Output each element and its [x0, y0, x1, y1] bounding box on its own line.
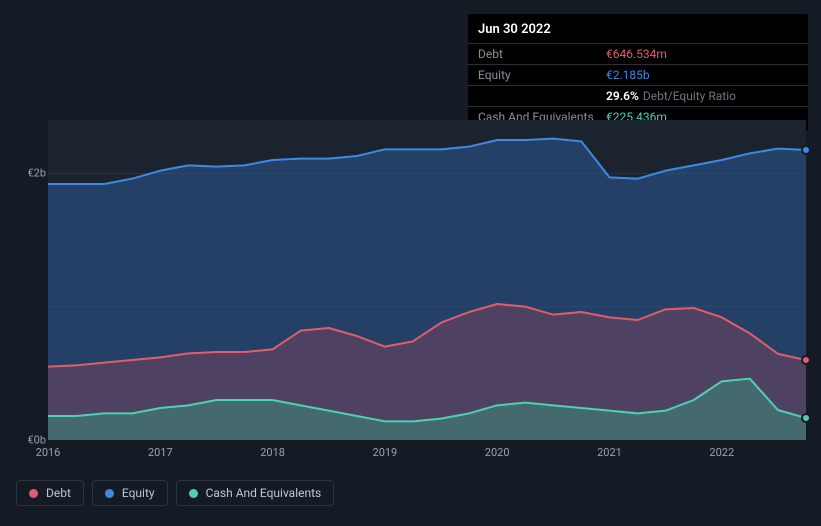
- x-axis-tick: 2021: [597, 446, 622, 459]
- tooltip-value-equity: €2.185b: [606, 68, 650, 82]
- series-end-marker: [801, 145, 811, 155]
- legend-item-debt[interactable]: Debt: [16, 480, 84, 506]
- tooltip-value-debt: €646.534m: [606, 47, 667, 61]
- x-axis-tick: 2016: [36, 446, 61, 459]
- legend-item-cash[interactable]: Cash And Equivalents: [176, 480, 335, 506]
- y-axis-tick: €2b: [27, 167, 46, 180]
- tooltip-row-ratio: 29.6%Debt/Equity Ratio: [468, 85, 808, 106]
- debt-equity-chart[interactable]: €0b €2b 2016 2017 2018 2019 2020 2021 2022: [16, 120, 806, 460]
- series-end-marker: [801, 355, 811, 365]
- tooltip-date: Jun 30 2022: [468, 18, 808, 43]
- chart-tooltip: Jun 30 2022 Debt €646.534m Equity €2.185…: [468, 14, 808, 131]
- legend-swatch-cash: [189, 489, 198, 498]
- tooltip-label: Debt: [478, 47, 606, 61]
- x-axis-tick: 2022: [709, 446, 734, 459]
- legend-label: Equity: [122, 486, 155, 500]
- tooltip-label: [478, 89, 606, 103]
- x-axis-tick: 2019: [373, 446, 398, 459]
- tooltip-row-equity: Equity €2.185b: [468, 64, 808, 85]
- chart-legend: Debt Equity Cash And Equivalents: [16, 480, 334, 506]
- legend-item-equity[interactable]: Equity: [92, 480, 168, 506]
- tooltip-row-debt: Debt €646.534m: [468, 43, 808, 64]
- legend-swatch-debt: [29, 489, 38, 498]
- x-axis-tick: 2018: [260, 446, 285, 459]
- tooltip-label: Equity: [478, 68, 606, 82]
- y-axis-tick: €0b: [27, 434, 46, 447]
- legend-label: Debt: [46, 486, 71, 500]
- legend-label: Cash And Equivalents: [206, 486, 322, 500]
- tooltip-value-ratio: 29.6%Debt/Equity Ratio: [606, 89, 736, 103]
- x-axis-tick: 2017: [148, 446, 173, 459]
- legend-swatch-equity: [105, 489, 114, 498]
- series-end-marker: [801, 413, 811, 423]
- chart-plot: [48, 120, 806, 440]
- x-axis-tick: 2020: [485, 446, 510, 459]
